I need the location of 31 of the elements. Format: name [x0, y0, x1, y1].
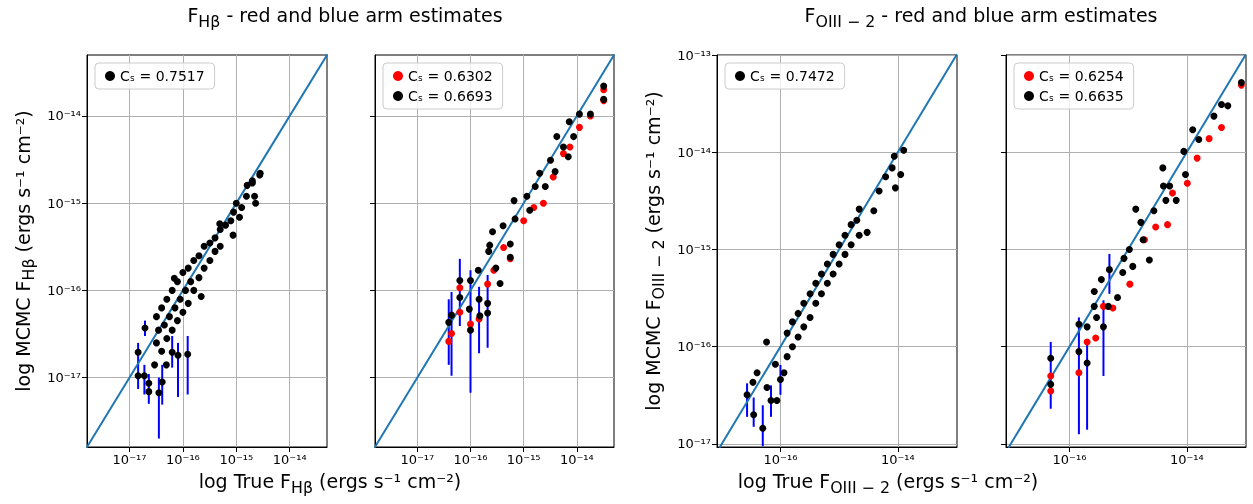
y-tick-label: 10⁻¹³: [677, 47, 711, 63]
chart-title: F$_{OIII − 2}$ - red and blue arm estimates: [804, 4, 1158, 31]
y-tick-label: 10⁻¹⁵: [47, 195, 81, 211]
legend-label: Cₛ = 0.6302: [408, 68, 493, 84]
legend-label: Cₛ = 0.7472: [750, 68, 835, 84]
x-tick-label: 10⁻¹⁶: [1052, 452, 1087, 467]
y-tick-label: 10⁻¹⁶: [677, 339, 711, 355]
chart-title: F$_{Hβ}$ - red and blue arm estimates: [187, 4, 503, 31]
x-tick-label: 10⁻¹⁷: [400, 452, 435, 467]
y-tick-label: 10⁻¹⁴: [677, 144, 711, 160]
legend-label: Cₛ = 0.6635: [1039, 88, 1124, 104]
x-tick-label: 10⁻¹⁷: [112, 452, 147, 467]
y-tick-label: 10⁻¹⁴: [47, 108, 81, 124]
y-tick-label: 10⁻¹⁷: [677, 436, 711, 452]
x-tick-label: 10⁻¹⁵: [219, 452, 254, 467]
y-tick-label: 10⁻¹⁷: [47, 370, 81, 386]
legend-label: Cₛ = 0.6254: [1039, 68, 1124, 84]
x-tick-label: 10⁻¹⁵: [506, 452, 541, 467]
x-axis-title: log True F$_{Hβ}$ (ergs s⁻¹ cm⁻²): [198, 470, 462, 497]
x-tick-label: 10⁻¹⁴: [880, 452, 915, 467]
y-tick-label: 10⁻¹⁶: [47, 282, 81, 298]
legend-label: Cₛ = 0.6693: [408, 88, 493, 104]
x-tick-label: 10⁻¹⁶: [165, 452, 200, 467]
x-tick-label: 10⁻¹⁴: [272, 452, 307, 467]
x-axis-title: log True F$_{OIII − 2}$ (ergs s⁻¹ cm⁻²): [737, 470, 1039, 497]
x-tick-label: 10⁻¹⁴: [1169, 452, 1204, 467]
x-tick-label: 10⁻¹⁶: [453, 452, 488, 467]
x-tick-label: 10⁻¹⁴: [559, 452, 594, 467]
legend-label: Cₛ = 0.7517: [120, 68, 205, 84]
x-tick-label: 10⁻¹⁶: [763, 452, 798, 467]
y-tick-label: 10⁻¹⁵: [677, 241, 711, 257]
